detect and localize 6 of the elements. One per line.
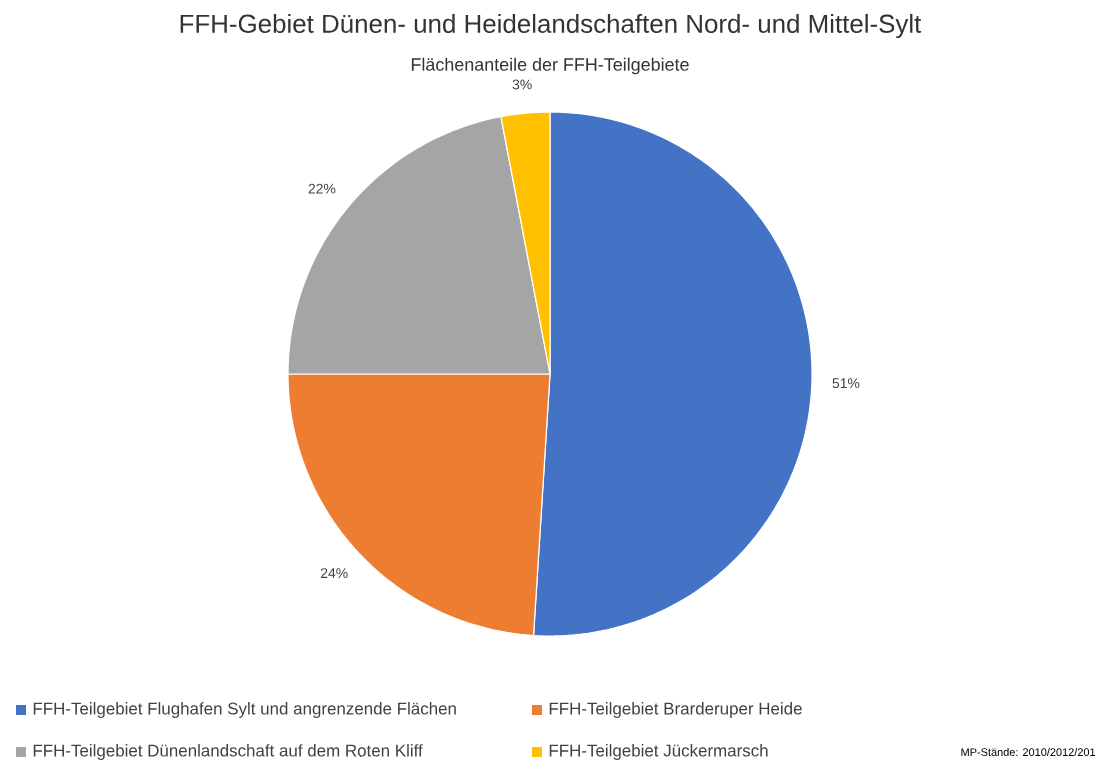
chart-subtitle: Flächenanteile der FFH-Teilgebiete	[411, 57, 689, 75]
legend-label: FFH-Teilgebiet Jückermarsch	[549, 744, 768, 760]
legend-label: FFH-Teilgebiet Flughafen Sylt und angrenzende Flächen	[33, 702, 456, 718]
legend-label: FFH-Teilgebiet Dünenlandschaft auf dem Roten Kliff	[33, 744, 423, 760]
legend-label: FFH-Teilgebiet Brarderuper Heide	[549, 702, 802, 718]
chart-title: FFH-Gebiet Dünen- und Heidelandschaften Nord- und Mittel-Sylt	[180, 13, 922, 39]
